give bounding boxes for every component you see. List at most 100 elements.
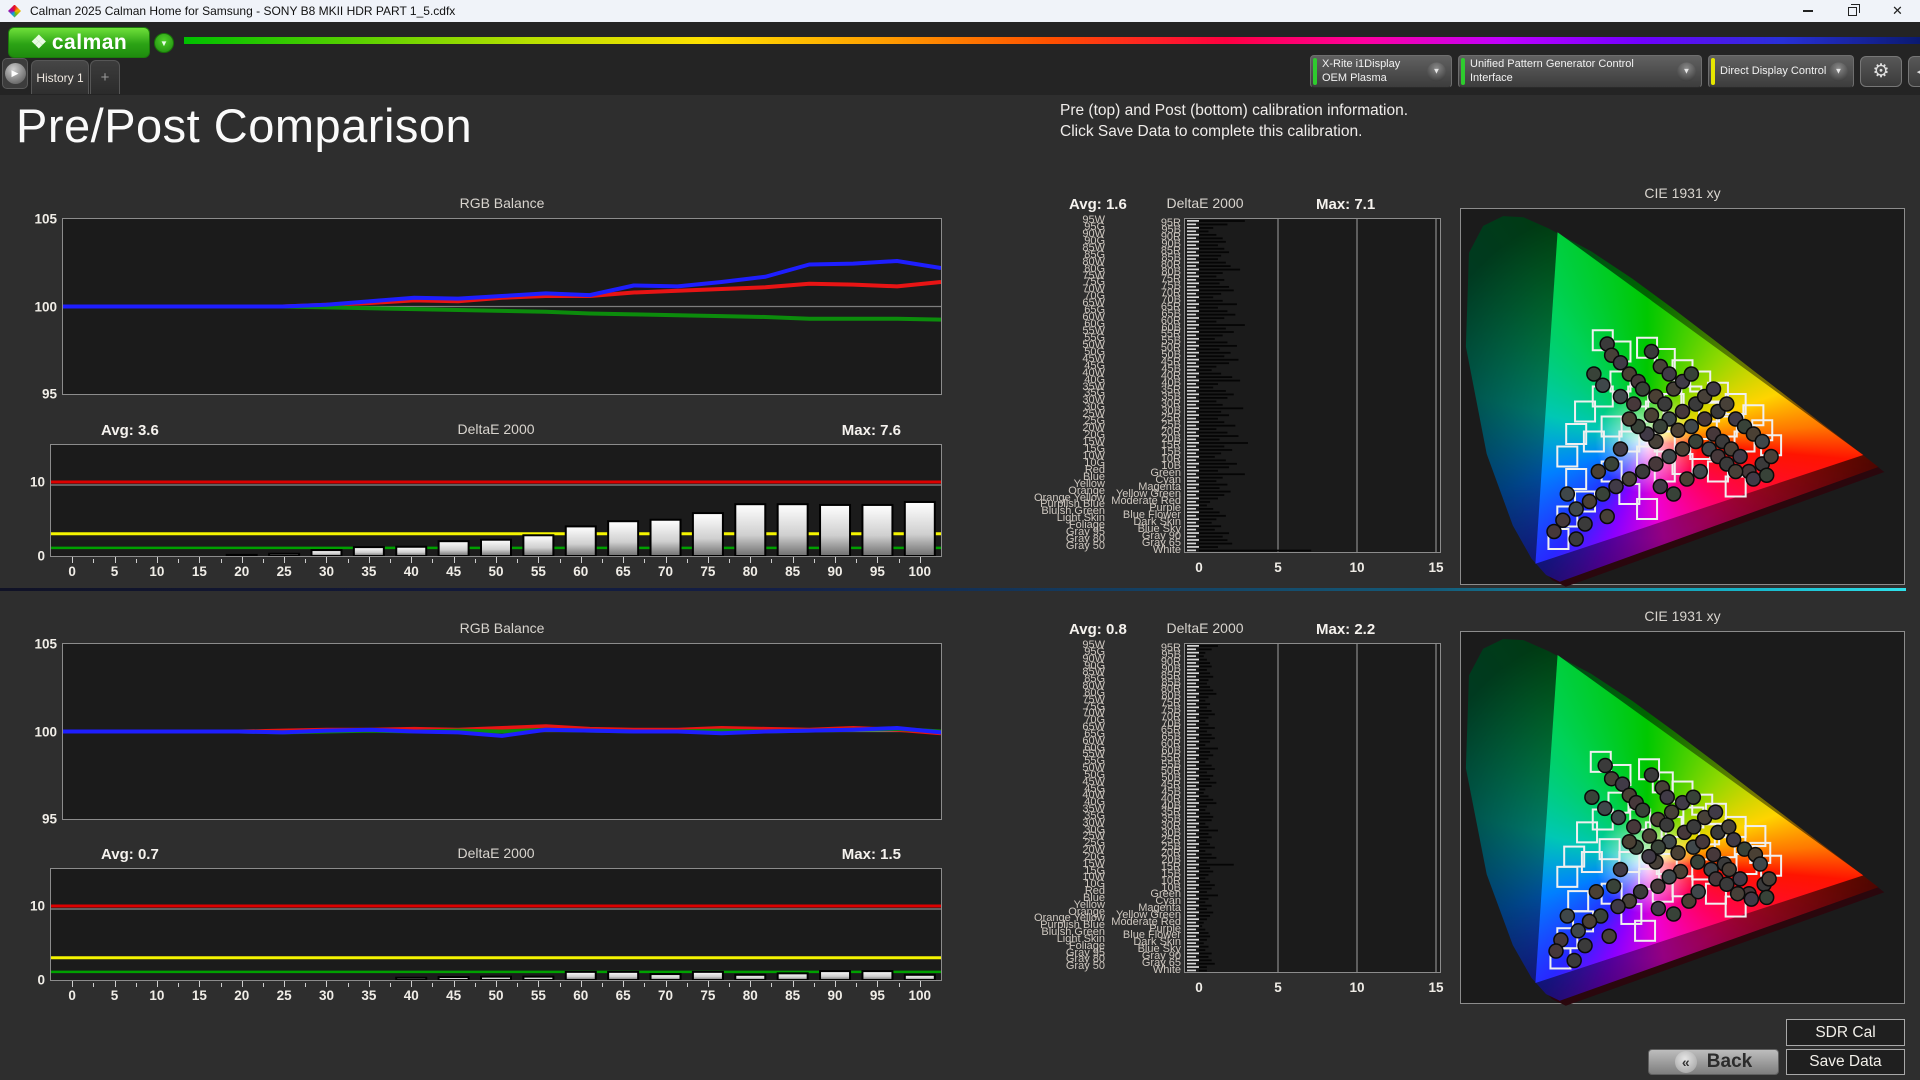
axis-label <box>347 559 349 563</box>
chevron-down-icon[interactable]: ▼ <box>1427 62 1446 81</box>
axis-label <box>813 559 815 563</box>
axis-label: 30B <box>1161 826 1181 839</box>
axis-label: 55 <box>530 988 546 1003</box>
axis-label: 75R <box>1160 272 1181 285</box>
axis-label: 70B <box>1161 293 1181 306</box>
axis-label: 55G <box>1084 331 1105 344</box>
axis-label: Light Skin <box>1056 512 1105 525</box>
axis-label <box>390 983 392 987</box>
save-data-button[interactable]: Save Data <box>1786 1049 1905 1075</box>
axis-label: 30R <box>1160 397 1181 410</box>
axis-label: Purplish Blue <box>1040 919 1105 932</box>
axis-label: 100 <box>34 299 57 314</box>
axis-label: 10G <box>1084 878 1105 891</box>
axis-label: Blue Flower <box>1122 508 1181 521</box>
rgb-balance-chart-pre: RGB Balance 105 100 95 <box>34 195 942 402</box>
axis-label: 15W <box>1082 436 1105 448</box>
axis-label <box>220 559 222 563</box>
chart-title: DeltaE 2000 <box>1166 195 1244 211</box>
axis-label: Blue <box>1082 891 1105 904</box>
sdr-cal-button[interactable]: SDR Cal <box>1786 1019 1905 1046</box>
axis-label: 10W <box>1082 449 1105 462</box>
axis-label: 10 <box>149 564 165 579</box>
axis-label: 55 <box>530 564 546 579</box>
restore-button[interactable] <box>1830 0 1875 22</box>
axis-label: 5 <box>1274 980 1282 995</box>
tab-add-button[interactable]: + <box>90 60 120 94</box>
save-data-label: Save Data <box>1809 1053 1882 1070</box>
axis-label <box>665 557 667 563</box>
collapse-panel-button[interactable]: ◀ <box>1908 56 1920 87</box>
axis-label: Foliage <box>1068 939 1105 952</box>
axis-label: 95R <box>1160 642 1181 655</box>
cie-1931-chart-pre: CIE 1931 xy <box>1460 185 1905 587</box>
axis-label: 40R <box>1160 792 1181 805</box>
axis-label: 105 <box>34 636 57 652</box>
axis-label: 95G <box>1084 645 1105 658</box>
axis-label: 90R <box>1160 656 1181 669</box>
axis-label <box>411 557 413 563</box>
axis-label: Orange <box>1068 484 1105 497</box>
app-header: ❖ calman ▼ X-Rite i1Display OEM Plasma ▼… <box>0 22 1920 95</box>
axis-label: Purplish Blue <box>1040 498 1105 511</box>
axis-label <box>580 557 582 563</box>
axis-label <box>326 557 328 563</box>
axis-label: 10W <box>1082 871 1105 884</box>
axis-label: 25B <box>1161 418 1181 431</box>
axis-label: 35 <box>361 988 377 1003</box>
app-icon <box>8 4 21 18</box>
chevron-down-icon[interactable]: ▼ <box>1677 62 1696 81</box>
axis-label: 75W <box>1082 693 1105 706</box>
axis-label: 85W <box>1082 666 1105 679</box>
axis-label <box>813 983 815 987</box>
display-control-dropdown[interactable]: Direct Display Control ▼ <box>1708 55 1854 88</box>
axis-label: Yellow <box>1073 898 1105 911</box>
axis-label: 95 <box>41 386 57 402</box>
axis-label: 5 <box>110 988 119 1003</box>
tab-history-1[interactable]: History 1 <box>31 60 89 94</box>
calman-logo-button[interactable]: ❖ calman <box>8 27 150 58</box>
axis-label: Gray 80 <box>1065 953 1105 966</box>
axis-label: 95G <box>1084 220 1105 233</box>
axis-label: Gray 90 <box>1141 529 1181 542</box>
axis-label: 40 <box>403 988 419 1003</box>
settings-button[interactable]: ⚙ <box>1860 56 1902 87</box>
chevron-left-icon: ◀ <box>1917 65 1920 78</box>
axis-label <box>305 983 307 987</box>
axis-label <box>453 557 455 563</box>
axis-label: 95 <box>869 988 885 1003</box>
axis-label: 50R <box>1160 342 1181 355</box>
axis-label <box>199 981 201 987</box>
axis-label: 15R <box>1160 861 1181 874</box>
axis-label: Gray 80 <box>1065 533 1105 546</box>
axis-label: 60W <box>1082 311 1105 324</box>
axis-label: White <box>1152 543 1181 556</box>
axis-label: Green <box>1150 888 1181 901</box>
avg-value: Avg: 0.7 <box>101 846 159 863</box>
axis-label: 10 <box>1349 560 1365 575</box>
axis-label: 90G <box>1084 659 1105 672</box>
axis-label: 95W <box>1082 214 1105 226</box>
history-expand-button[interactable]: ▶ <box>2 58 28 89</box>
max-value: Max: 2.2 <box>1316 621 1376 638</box>
axis-label: Bluish Green <box>1041 505 1105 518</box>
chevron-down-icon[interactable]: ▼ <box>1829 62 1848 81</box>
axis-label: 45B <box>1161 363 1181 376</box>
logo-menu-dropdown[interactable]: ▼ <box>154 33 174 53</box>
axis-label: Magenta <box>1138 481 1181 494</box>
grayscale-deltae-chart-post: Avg: 0.7 DeltaE 2000 Max: 1.5 10 0 0 5 10 15 2… <box>30 845 942 1003</box>
close-button[interactable]: ✕ <box>1875 0 1920 22</box>
axis-label: Dark Skin <box>1133 515 1181 528</box>
axis-label: 35G <box>1084 809 1105 822</box>
axis-label: 25 <box>276 564 292 579</box>
axis-label: 45R <box>1160 356 1181 369</box>
axis-label <box>750 981 752 987</box>
axis-label: 30W <box>1082 816 1105 829</box>
minimize-button[interactable] <box>1785 0 1830 22</box>
axis-label: 5 <box>1274 560 1282 575</box>
back-button[interactable]: « Back <box>1648 1049 1779 1075</box>
axis-label <box>538 557 540 563</box>
axis-label <box>156 557 158 563</box>
meter-dropdown[interactable]: X-Rite i1Display OEM Plasma ▼ <box>1310 55 1452 88</box>
pattern-generator-dropdown[interactable]: Unified Pattern Generator Control Interf… <box>1458 55 1702 88</box>
